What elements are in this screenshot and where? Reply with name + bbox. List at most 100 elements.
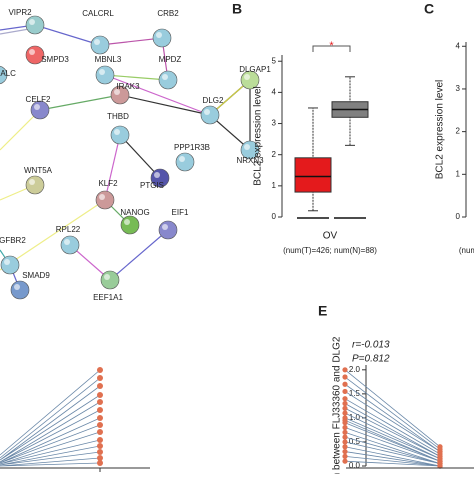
network-nodes: VIPR2 CALCRL CRB2 SMPD3 GALC MBNL3 MPDZ DLGAP1 I…	[0, 8, 271, 302]
pair-line	[344, 417, 441, 460]
pair-line	[344, 376, 441, 450]
pair-line	[344, 446, 441, 467]
node	[175, 152, 195, 172]
node-label: DLG2	[203, 96, 224, 105]
point	[342, 388, 348, 395]
point	[342, 434, 348, 440]
node-label: PPP1R3B	[174, 143, 210, 152]
panel-label: E	[318, 303, 327, 319]
y-tick-label: 4	[272, 87, 277, 96]
point	[342, 439, 348, 445]
y-tick-label: 1	[272, 181, 277, 190]
y-tick-label: 4	[456, 41, 461, 50]
node	[0, 65, 8, 85]
pair-line	[344, 427, 441, 462]
y-tick-label: 2.0	[349, 365, 361, 374]
node-shine	[244, 74, 250, 80]
y-tick-label: 2	[456, 127, 461, 136]
pair-line	[344, 383, 441, 452]
pair-line	[344, 412, 441, 460]
y-tick-label: 0	[456, 212, 461, 221]
point	[342, 374, 348, 380]
node-shine	[64, 239, 70, 245]
x-axis-label: (num	[459, 246, 474, 255]
pair-line	[344, 460, 441, 467]
y-axis-label: BCL2 expression level	[253, 86, 264, 186]
annotation: *	[329, 40, 334, 52]
node-shine	[94, 39, 100, 45]
y-tick-label: 1.5	[349, 389, 361, 398]
node	[152, 28, 172, 48]
point	[342, 367, 348, 373]
y-tick-label: 3	[456, 84, 461, 93]
node	[95, 65, 115, 85]
pair-line	[344, 403, 441, 457]
node-shine	[162, 74, 168, 80]
y-tick-label: 0	[272, 212, 277, 221]
node	[25, 175, 45, 195]
pair-line	[344, 436, 441, 464]
node	[100, 270, 120, 290]
node	[0, 255, 20, 275]
node-shine	[204, 109, 210, 115]
x-axis-label: (num(T)=426; num(N)=88)	[283, 246, 377, 255]
node	[158, 220, 178, 240]
node-shine	[162, 224, 168, 230]
node-shine	[244, 144, 250, 150]
node-label: MBNL3	[95, 55, 122, 64]
node-shine	[124, 219, 130, 225]
point	[342, 381, 348, 387]
sig-bracket	[312, 45, 351, 52]
node	[95, 190, 115, 210]
node	[120, 215, 140, 235]
y-tick-label: 0.0	[349, 461, 361, 470]
node-label: CALCRL	[82, 9, 114, 18]
point	[342, 458, 348, 464]
node-label: TGFBR2	[0, 236, 26, 245]
node-shine	[114, 89, 120, 95]
node-shine	[29, 179, 35, 185]
x-tick-label: OV	[323, 231, 338, 242]
node-shine	[4, 259, 10, 265]
node-label: EIF1	[172, 208, 189, 217]
node	[10, 280, 30, 300]
node-label: SMPD3	[41, 55, 69, 64]
point	[342, 396, 348, 402]
point	[342, 420, 348, 426]
node-label: PTGIS	[140, 181, 164, 190]
node	[25, 15, 45, 35]
node-label: CRB2	[157, 9, 179, 18]
point	[342, 429, 348, 435]
y-axis-label: BCL2 expression level	[435, 80, 446, 180]
annotation: r=-0.013	[352, 340, 390, 351]
annotation: P=0.812	[352, 354, 390, 365]
panel-d	[0, 367, 150, 472]
pair-line	[344, 431, 441, 464]
pair-line	[344, 441, 441, 464]
pair-line	[344, 422, 441, 462]
node	[90, 35, 110, 55]
point	[342, 410, 348, 416]
node-shine	[99, 69, 105, 75]
point	[342, 448, 348, 455]
pair-line	[344, 407, 441, 457]
node-label: KLF2	[98, 179, 118, 188]
node-shine	[179, 156, 185, 162]
node-label: GALC	[0, 69, 16, 78]
point	[342, 400, 348, 407]
y-tick-label: 0.5	[349, 437, 361, 446]
node-label: EEF1A1	[93, 293, 123, 302]
box	[294, 157, 332, 193]
y-axis-label: ation between FLJ33360 and DLG2	[332, 336, 343, 474]
y-tick-label: 2	[272, 150, 277, 159]
node-label: NRXN3	[236, 156, 264, 165]
node-label: THBD	[107, 112, 129, 121]
network-edges	[0, 24, 251, 291]
node-label: WNT5A	[24, 166, 53, 175]
node-label: VIPR2	[8, 8, 32, 17]
pair-line	[344, 455, 441, 467]
node-shine	[99, 194, 105, 200]
y-tick-label: 3	[272, 119, 277, 128]
point	[342, 453, 348, 459]
